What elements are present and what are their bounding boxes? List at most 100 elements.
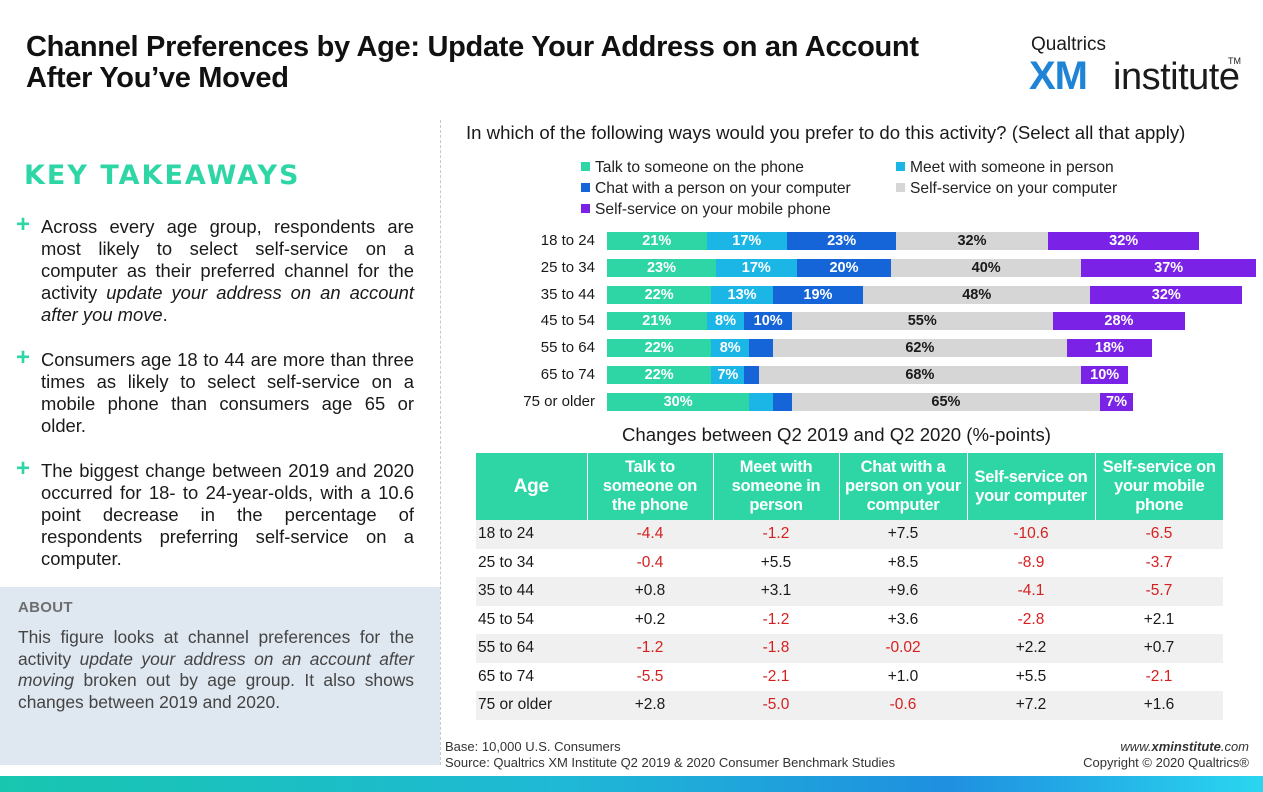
- bar-segment: 10%: [744, 312, 792, 331]
- bar-segment: 48%: [862, 285, 1091, 304]
- table-cell: +1.0: [887, 667, 919, 685]
- legend-item: Self-service on your mobile phone: [581, 201, 831, 219]
- table-cell: +2.8: [587, 691, 713, 720]
- table-cell: -2.1: [1145, 667, 1173, 685]
- bar-data-label: 32%: [1109, 233, 1139, 249]
- bar-segment: 8%: [706, 312, 745, 331]
- table-cell: +7.5: [839, 520, 967, 549]
- table-cell: -2.8: [1017, 610, 1045, 628]
- table-cell: +2.2: [967, 634, 1095, 663]
- table-row-label: 25 to 34: [478, 553, 535, 571]
- takeaway-text-part: Consumers age 18 to 44 are more than thr…: [41, 349, 414, 436]
- bar-data-label: 28%: [1104, 313, 1134, 330]
- table-header-cell: Chat with a person on your computer: [838, 453, 967, 520]
- bar-data-label: 10%: [1090, 367, 1120, 383]
- table-row-label: 75 or older: [476, 691, 587, 720]
- bar-data-label: 10%: [753, 313, 783, 330]
- logo-xm-text: XM: [1029, 54, 1088, 98]
- takeaway-bullet-2: + Consumers age 18 to 44 are more than t…: [16, 344, 414, 437]
- legend-swatch: [896, 183, 905, 192]
- bar-segment: 10%: [1081, 366, 1129, 384]
- bar-segment: 20%: [796, 258, 892, 277]
- legend-swatch: [581, 162, 590, 171]
- table-cell: -4.1: [967, 577, 1095, 606]
- bar-category-label: 35 to 44: [540, 285, 595, 303]
- xm-institute-logo: Qualtrics XM institute TM: [1027, 34, 1241, 98]
- bar-segment: 23%: [787, 232, 897, 250]
- table-cell: -5.5: [636, 667, 664, 685]
- table-cell: +3.6: [887, 610, 919, 628]
- table-cell: +0.7: [1095, 634, 1223, 663]
- table-row: 55 to 64 -1.2 -1.8 -0.02 +2.2 +0.7: [476, 634, 1223, 663]
- bar-segment: 17%: [716, 258, 797, 277]
- copyright-text: Copyright © 2020 Qualtrics®: [1083, 755, 1249, 770]
- plus-icon: +: [16, 344, 31, 371]
- takeaway-bullet-3: + The biggest change between 2019 and 20…: [16, 455, 414, 570]
- bar-segment: 17%: [706, 232, 788, 250]
- changes-table-body: 18 to 24 -4.4 -1.2 +7.5 -10.6 -6.5 25 to 34 -0.…: [476, 520, 1223, 720]
- legend-swatch: [581, 204, 590, 213]
- legend-label: Meet with someone in person: [910, 159, 1114, 176]
- bar-category-label: 55 to 64: [540, 339, 595, 357]
- bar-data-label: 19%: [803, 286, 833, 303]
- bar-segment: 22%: [607, 366, 712, 384]
- table-cell: +0.8: [587, 577, 713, 606]
- table-cell: +5.5: [760, 553, 792, 571]
- logo-trademark: TM: [1228, 56, 1241, 66]
- table-cell: -0.4: [636, 553, 664, 571]
- table-cell: +3.1: [713, 577, 839, 606]
- table-row: 25 to 34 -0.4 +5.5 +8.5 -8.9 -3.7: [476, 549, 1223, 578]
- plus-icon: +: [16, 211, 31, 238]
- bar-category-label: 18 to 24: [540, 232, 595, 249]
- bar-segment: 22%: [607, 339, 712, 358]
- bar-segment: 13%: [711, 285, 773, 304]
- bar-data-label: 32%: [957, 233, 987, 249]
- bar-data-label: 22%: [644, 340, 674, 357]
- bar-segment: 32%: [1047, 232, 1200, 250]
- table-row: 35 to 44 +0.8 +3.1 +9.6 -4.1 -5.7: [476, 577, 1223, 606]
- website-link[interactable]: www.xminstitute.com: [1083, 739, 1249, 755]
- page-title: Channel Preferences by Age: Update Your …: [26, 31, 919, 94]
- bar-segment: [749, 392, 773, 411]
- bar-data-label: 21%: [642, 233, 672, 249]
- legend-swatch: [581, 183, 590, 192]
- table-header-cell: Self-service on your mobile phone: [1094, 453, 1223, 520]
- changes-table: Age Talk to someone on the phone Meet wi…: [476, 453, 1223, 720]
- logo-qualtrics-text: Qualtrics: [1031, 34, 1106, 55]
- takeaway-bullet-1: + Across every age group, respondents ar…: [16, 211, 414, 326]
- bar-segment: [772, 392, 792, 411]
- website-part: xminstitute: [1151, 739, 1221, 754]
- bar-segment: [744, 366, 759, 384]
- bar-segment: 68%: [758, 366, 1081, 384]
- plus-icon: +: [16, 455, 31, 482]
- table-header-cell: Age: [476, 453, 587, 520]
- table-cell: -4.4: [587, 520, 713, 549]
- table-cell: +2.1: [1143, 610, 1175, 628]
- bar-data-label: 22%: [644, 367, 674, 383]
- bar-data-label: 21%: [642, 313, 672, 330]
- table-cell: -1.2: [762, 610, 790, 628]
- bar-segment: 7%: [711, 366, 745, 384]
- table-cell: -10.6: [967, 520, 1095, 549]
- table-cell: +5.5: [1015, 667, 1047, 685]
- takeaway-text: Across every age group, respondents are …: [41, 216, 414, 326]
- bar-segment: [749, 339, 773, 358]
- bar-segment: 55%: [791, 312, 1053, 331]
- bar-data-label: 22%: [644, 286, 674, 303]
- table-row-label: 65 to 74: [478, 667, 535, 685]
- bar-data-label: 40%: [971, 259, 1001, 276]
- table-row: 18 to 24 -4.4 -1.2 +7.5 -10.6 -6.5: [476, 520, 1223, 549]
- takeaway-text: Consumers age 18 to 44 are more than thr…: [41, 349, 414, 437]
- base-note: Base: 10,000 U.S. Consumers: [445, 739, 621, 754]
- table-row: 65 to 74 -5.5 -2.1 +1.0 +5.5 -2.1: [476, 663, 1223, 692]
- legend-item: Chat with a person on your computer: [581, 180, 851, 198]
- footnote: Base: 10,000 U.S. Consumers Source: Qual…: [445, 739, 895, 771]
- bar-data-label: 8%: [715, 313, 736, 330]
- bar-category-label: 65 to 74: [540, 366, 595, 383]
- bar-data-label: 8%: [719, 340, 741, 357]
- table-row-label: 55 to 64: [476, 634, 587, 663]
- about-text: This figure looks at channel preferences…: [18, 627, 414, 713]
- chart-title: In which of the following ways would you…: [466, 122, 1186, 143]
- bar-segment: 32%: [896, 232, 1048, 250]
- bar-data-label: 20%: [829, 259, 859, 276]
